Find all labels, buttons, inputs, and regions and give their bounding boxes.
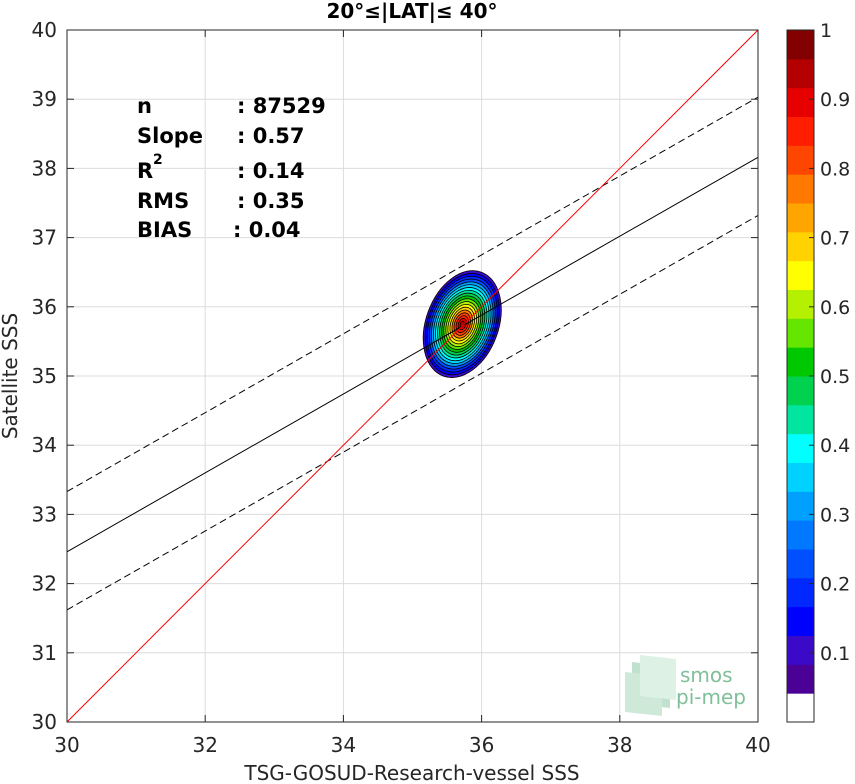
colorbar-segment <box>787 58 814 89</box>
y-tick-label: 31 <box>32 641 57 665</box>
y-tick-label: 39 <box>32 87 57 111</box>
colorbar-segment <box>787 30 814 60</box>
colorbar-segment <box>787 462 814 492</box>
stat-n-value: : 87529 <box>237 94 326 118</box>
y-tick-label: 37 <box>32 226 57 250</box>
colorbar-segment <box>787 318 814 348</box>
lower-band-line <box>66 215 759 611</box>
colorbar-tick-label: 0.2 <box>820 574 850 596</box>
colorbar-segment <box>787 404 814 435</box>
colorbar-segment <box>787 693 814 723</box>
colorbar-tick-label: 0.9 <box>820 89 850 111</box>
y-tick-label: 35 <box>32 364 57 388</box>
fit-line <box>66 156 759 553</box>
colorbar-tick-label: 1 <box>820 20 832 42</box>
y-tick-label: 38 <box>32 156 57 180</box>
x-axis-label: TSG-GOSUD-Research-vessel SSS <box>243 761 579 784</box>
colorbar-tick-label: 0.7 <box>820 228 850 250</box>
x-tick-label: 40 <box>745 733 770 757</box>
stat-slope-label: Slope <box>137 124 203 148</box>
colorbar-segment <box>787 203 814 233</box>
logo-waves-icon <box>625 655 676 716</box>
stat-rms-value: : 0.35 <box>237 189 305 213</box>
colorbar-segment <box>787 376 814 406</box>
logo-line1: smos <box>680 663 733 687</box>
identity-line <box>66 29 759 723</box>
stat-rms-label: RMS <box>137 189 189 213</box>
colorbar-tick-label: 0.6 <box>820 297 850 319</box>
stat-r2-sup: 2 <box>153 152 163 168</box>
y-tick-label: 36 <box>32 295 57 319</box>
stat-r2-value: : 0.14 <box>237 159 305 183</box>
colorbar-segment <box>787 520 814 550</box>
y-tick-label: 32 <box>32 572 57 596</box>
chart-title: 20°≤|LAT|≤ 40° <box>326 0 497 23</box>
x-tick-label: 38 <box>607 733 632 757</box>
stat-slope-value: : 0.57 <box>237 124 305 148</box>
y-tick-label: 34 <box>32 433 57 457</box>
upper-band-line <box>66 96 759 492</box>
colorbar-segment <box>787 549 814 579</box>
colorbar-tick-label: 0.5 <box>820 366 850 388</box>
colorbar-tick-label: 0.4 <box>820 435 850 457</box>
x-tick-label: 36 <box>469 733 494 757</box>
colorbar-segment <box>787 289 814 319</box>
density-contours <box>422 270 502 378</box>
y-tick-label: 30 <box>32 710 57 734</box>
colorbar-segment <box>787 577 814 608</box>
colorbar-segment <box>787 116 814 146</box>
y-axis-label: Satellite SSS <box>0 313 22 439</box>
smos-logo: smos pi-mep <box>625 655 746 716</box>
y-axis: 30 31 32 33 34 35 36 37 38 39 40 <box>32 18 758 734</box>
colorbar-segment <box>787 635 814 665</box>
colorbar-tick-label: 0.3 <box>820 504 850 526</box>
regression-lines <box>66 29 759 723</box>
colorbar-segment <box>787 491 814 521</box>
y-tick-label: 33 <box>32 502 57 526</box>
colorbar-segment <box>787 87 814 117</box>
x-tick-label: 32 <box>192 733 217 757</box>
colorbar-segment <box>787 606 814 636</box>
colorbar-segment <box>787 174 814 204</box>
colorbar-tick-label: 0.8 <box>820 158 850 180</box>
y-tick-label: 40 <box>32 18 57 42</box>
colorbar-segment <box>787 664 814 694</box>
colorbar-segment <box>787 260 814 290</box>
stat-bias-value: : 0.04 <box>233 218 301 242</box>
colorbar: 0.1 0.2 0.3 0.4 0.5 0.6 0.7 0.8 0.9 1 <box>786 20 850 723</box>
stat-bias-label: BIAS <box>137 218 192 242</box>
stat-r2-label: R <box>137 159 153 183</box>
stats-box: n : 87529 Slope : 0.57 R 2 : 0.14 RMS : … <box>137 94 326 242</box>
colorbar-segment <box>787 145 814 175</box>
x-tick-label: 30 <box>54 733 79 757</box>
stat-n-label: n <box>137 94 152 118</box>
x-axis: 30 32 34 36 38 40 <box>54 30 771 757</box>
colorbar-segment <box>787 433 814 463</box>
colorbar-segment <box>787 231 814 262</box>
x-tick-label: 34 <box>331 733 356 757</box>
colorbar-tick-label: 0.1 <box>820 643 850 665</box>
logo-line2: pi-mep <box>676 685 746 709</box>
colorbar-segment <box>787 347 814 377</box>
